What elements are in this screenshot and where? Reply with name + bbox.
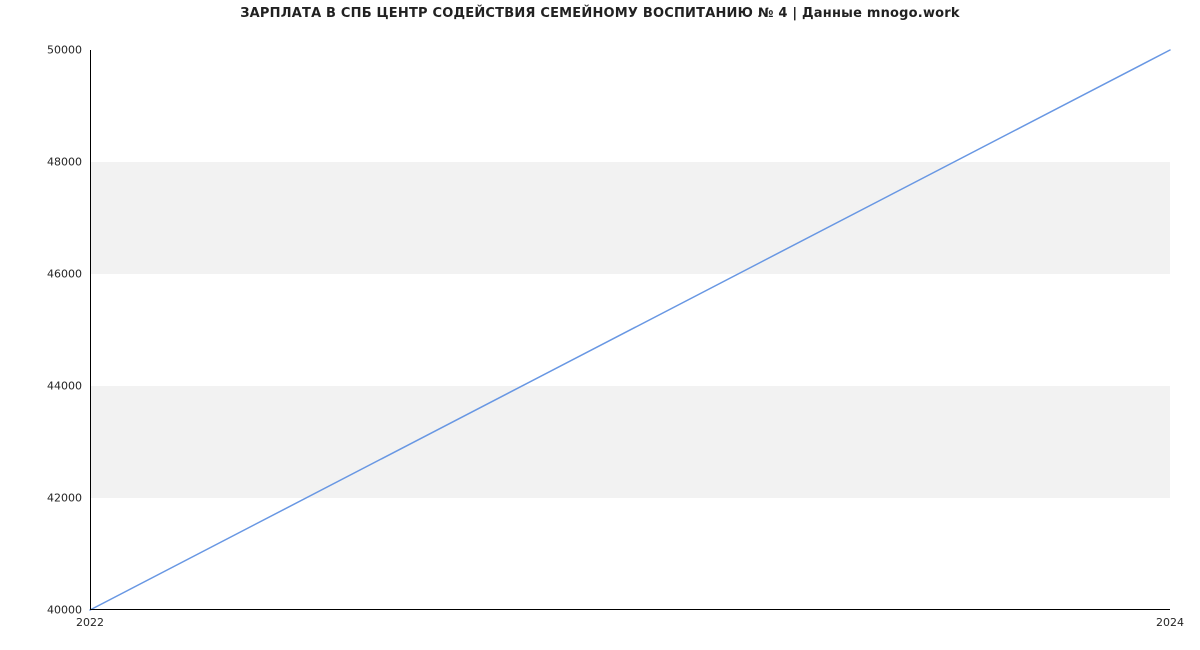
salary-line-chart: ЗАРПЛАТА В СПБ ЦЕНТР СОДЕЙСТВИЯ СЕМЕЙНОМ… [0,0,1200,650]
y-tick-label: 50000 [47,44,90,57]
series-line-salary [90,50,1170,610]
y-tick-label: 42000 [47,492,90,505]
x-axis-line [90,609,1170,610]
y-tick-label: 44000 [47,380,90,393]
x-tick-label: 2022 [76,610,104,629]
y-tick-label: 46000 [47,268,90,281]
y-tick-label: 48000 [47,156,90,169]
x-tick-label: 2024 [1156,610,1184,629]
y-axis-line [90,50,91,610]
chart-title: ЗАРПЛАТА В СПБ ЦЕНТР СОДЕЙСТВИЯ СЕМЕЙНОМ… [0,6,1200,21]
plot-area: 40000420004400046000480005000020222024 [90,50,1170,610]
line-layer [90,50,1170,610]
